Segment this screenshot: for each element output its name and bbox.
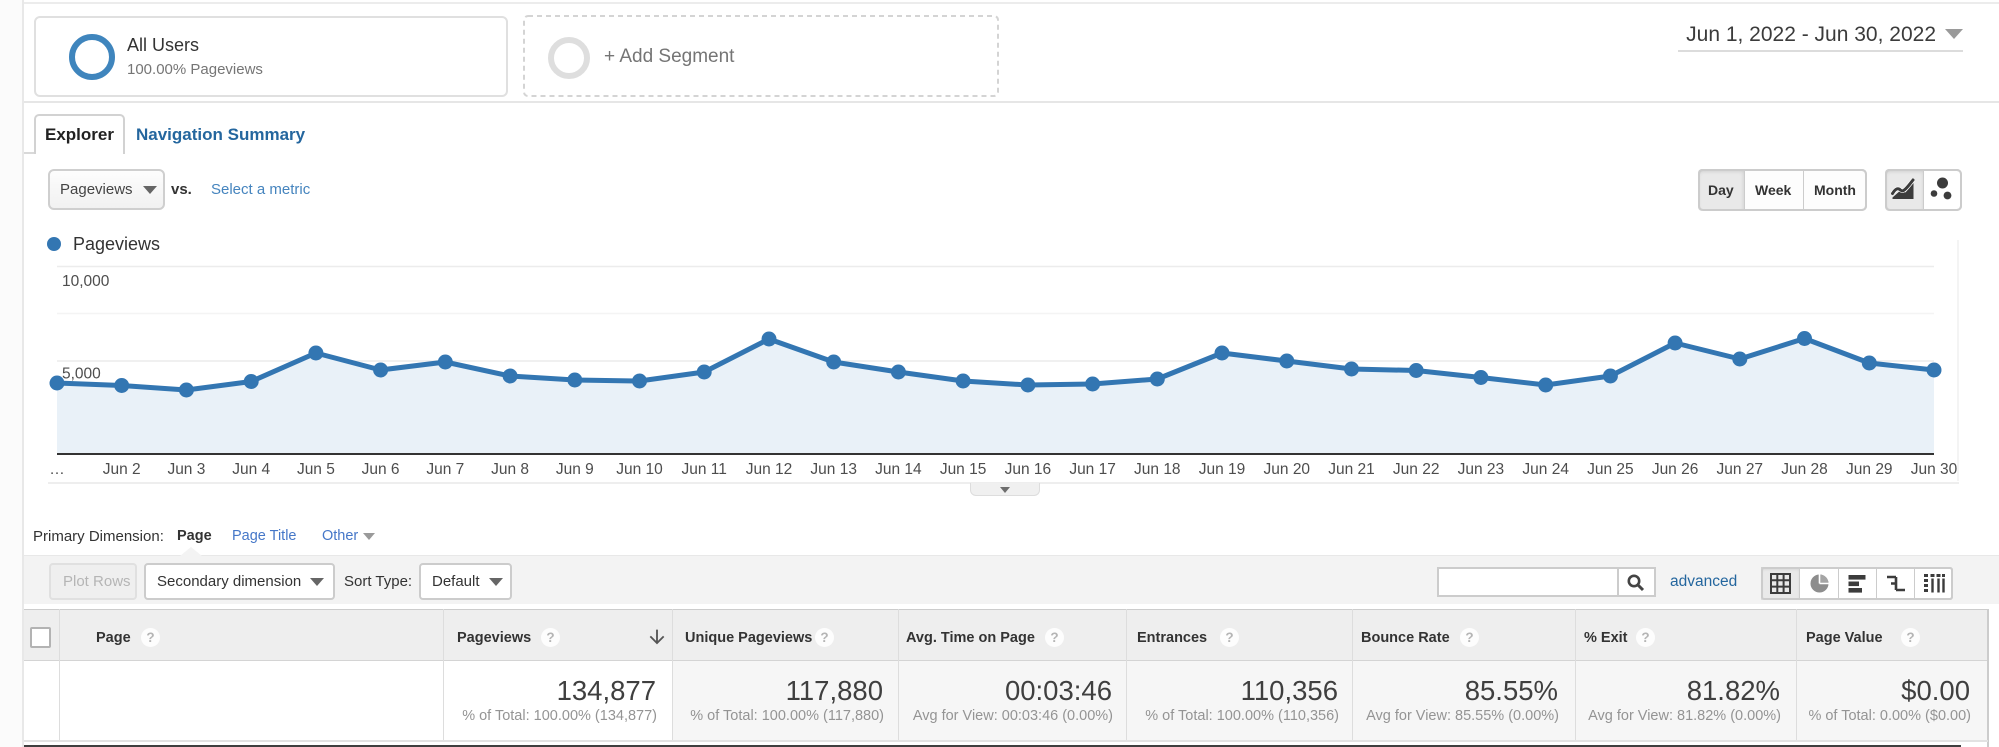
svg-text:Jun 29: Jun 29 xyxy=(1846,461,1893,478)
svg-text:Jun 18: Jun 18 xyxy=(1134,461,1181,478)
svg-text:Jun 21: Jun 21 xyxy=(1328,461,1375,478)
svg-text:Jun 9: Jun 9 xyxy=(556,461,594,478)
svg-text:Jun 14: Jun 14 xyxy=(875,461,922,478)
svg-text:Jun 28: Jun 28 xyxy=(1781,461,1828,478)
svg-text:10,000: 10,000 xyxy=(62,273,110,290)
svg-text:Jun 16: Jun 16 xyxy=(1005,461,1052,478)
svg-text:5,000: 5,000 xyxy=(62,366,101,383)
svg-text:Jun 19: Jun 19 xyxy=(1199,461,1246,478)
svg-text:Jun 11: Jun 11 xyxy=(682,461,727,478)
svg-text:Jun 4: Jun 4 xyxy=(232,461,270,478)
svg-text:Jun 24: Jun 24 xyxy=(1522,461,1569,478)
svg-text:Jun 30: Jun 30 xyxy=(1911,461,1958,478)
svg-text:Jun 3: Jun 3 xyxy=(167,461,205,478)
svg-text:Jun 2: Jun 2 xyxy=(103,461,141,478)
svg-text:Jun 8: Jun 8 xyxy=(491,461,529,478)
svg-text:Jun 7: Jun 7 xyxy=(426,461,464,478)
svg-text:Jun 25: Jun 25 xyxy=(1587,461,1634,478)
svg-text:Jun 23: Jun 23 xyxy=(1458,461,1505,478)
svg-text:Jun 12: Jun 12 xyxy=(746,461,793,478)
svg-text:Jun 6: Jun 6 xyxy=(362,461,400,478)
svg-text:Jun 10: Jun 10 xyxy=(616,461,663,478)
svg-text:Jun 5: Jun 5 xyxy=(297,461,335,478)
svg-text:Jun 20: Jun 20 xyxy=(1264,461,1311,478)
svg-text:Jun 27: Jun 27 xyxy=(1717,461,1764,478)
svg-text:Jun 22: Jun 22 xyxy=(1393,461,1440,478)
svg-text:…: … xyxy=(49,461,65,478)
svg-text:Jun 26: Jun 26 xyxy=(1652,461,1699,478)
svg-text:Jun 13: Jun 13 xyxy=(810,461,857,478)
svg-text:Jun 17: Jun 17 xyxy=(1069,461,1116,478)
svg-text:Jun 15: Jun 15 xyxy=(940,461,987,478)
